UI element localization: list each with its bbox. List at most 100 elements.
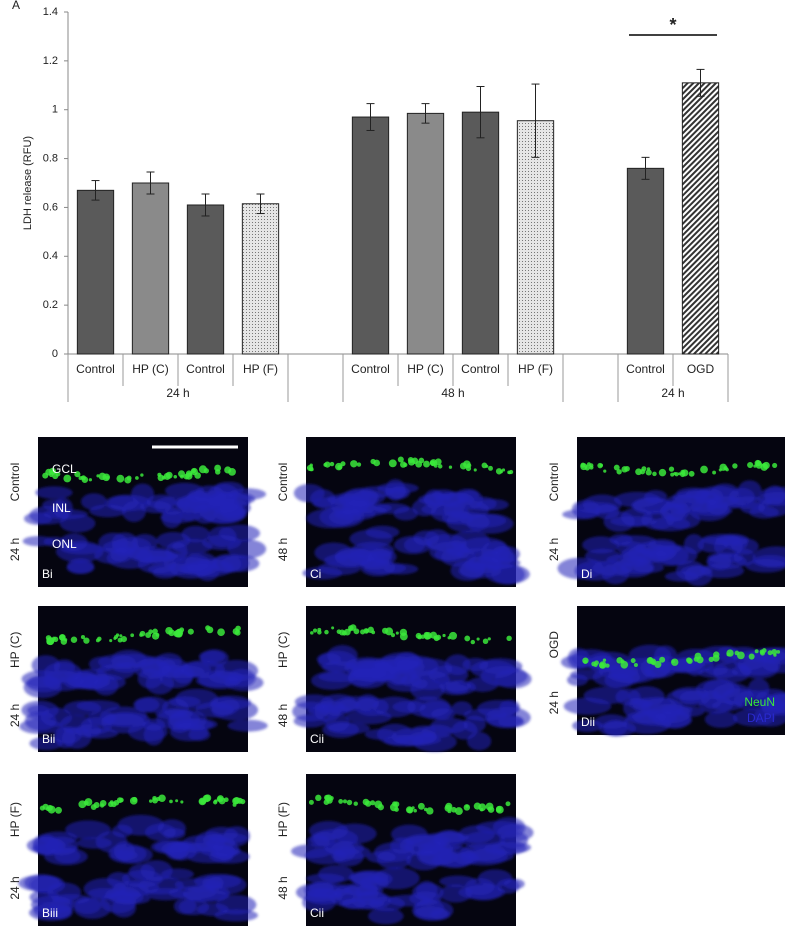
neun-cell: [767, 650, 773, 656]
neun-cell: [582, 657, 589, 664]
neun-cell: [113, 636, 117, 640]
nucleus: [209, 495, 240, 513]
treatment-label: Control: [276, 463, 290, 502]
neun-cell: [55, 806, 62, 814]
nucleus: [313, 828, 359, 849]
micrograph: [22, 437, 267, 587]
neun-cell: [323, 462, 328, 467]
neun-cell: [442, 633, 446, 638]
error-bar: [366, 103, 375, 131]
nucleus: [22, 536, 54, 547]
x-tick-label: HP (F): [243, 362, 278, 376]
nucleus: [318, 865, 354, 883]
panel-id: Bii: [42, 732, 55, 746]
y-tick-label: 0.2: [43, 299, 58, 311]
nucleus: [377, 482, 419, 494]
dapi-layer: [22, 481, 267, 581]
nucleus: [762, 658, 785, 674]
neun-cell: [747, 461, 754, 469]
neun-cell: [126, 475, 132, 481]
neun-cell: [678, 472, 682, 476]
neun-cell: [59, 634, 66, 641]
neun-cell: [151, 632, 160, 640]
x-tick-label: Control: [76, 362, 115, 376]
neun-cell: [417, 802, 425, 810]
neun-cell: [317, 627, 322, 632]
neun-cell: [341, 630, 347, 636]
neun-cell: [74, 471, 81, 478]
nucleus: [740, 501, 766, 514]
y-tick-label: 1.2: [43, 55, 58, 67]
nucleus: [83, 878, 127, 900]
micrograph: [293, 437, 530, 587]
time-label: 24 h: [8, 538, 22, 561]
neun-cell: [340, 461, 346, 467]
neun-cell: [723, 466, 728, 471]
nucleus: [329, 889, 356, 906]
neun-cell: [734, 650, 740, 656]
neun-cell: [426, 807, 434, 815]
neun-cell: [342, 799, 348, 804]
nucleus: [291, 844, 333, 859]
nucleus: [439, 875, 477, 888]
neun-cell: [90, 804, 97, 811]
neun-cell: [748, 653, 755, 660]
nucleus: [494, 669, 532, 689]
neun-cell: [169, 799, 173, 804]
neun-cell: [423, 807, 428, 812]
neun-cell: [481, 462, 488, 469]
bar: [681, 82, 720, 355]
bar: [76, 189, 115, 355]
nucleus: [80, 493, 107, 511]
neun-cell: [337, 464, 343, 470]
x-tick-label: HP (C): [132, 362, 168, 376]
nucleus: [406, 850, 442, 871]
neun-cell: [360, 629, 366, 635]
nucleus: [167, 842, 197, 861]
neun-cell: [312, 628, 318, 633]
nucleus: [755, 688, 785, 710]
neun-cell: [175, 799, 179, 803]
neun-cell: [158, 794, 166, 803]
neun-cell: [454, 807, 463, 816]
neun-cell: [712, 654, 720, 662]
micrograph: [291, 774, 534, 926]
nucleus: [351, 870, 393, 888]
neun-cell: [613, 464, 620, 471]
layer-label: GCL: [52, 462, 77, 476]
nucleus: [316, 653, 342, 666]
error-bar: [146, 171, 155, 195]
panel-id: Di: [581, 567, 592, 581]
x-tick-label: OGD: [687, 362, 715, 376]
neun-cell: [119, 634, 123, 638]
neun-cell: [309, 463, 313, 467]
neun-cell: [620, 660, 629, 669]
neun-cell: [450, 806, 457, 813]
neun-cell: [654, 660, 662, 669]
nucleus: [557, 557, 604, 580]
nucleus: [450, 560, 485, 581]
neun-cell: [772, 462, 778, 468]
nucleus: [393, 535, 433, 555]
nucleus: [440, 683, 469, 696]
neun-cell: [505, 801, 511, 807]
neun-cell: [700, 465, 708, 474]
error-bar: [201, 193, 210, 217]
time-label: 24 h: [8, 876, 22, 899]
neun-cell: [97, 636, 102, 642]
nucleus: [138, 876, 184, 895]
neun-cell: [329, 796, 334, 801]
y-tick-label: 0.4: [43, 250, 58, 262]
nucleus: [76, 837, 112, 849]
dapi-layer: [18, 814, 259, 922]
neun-cell: [118, 797, 124, 803]
neun-cell: [190, 467, 198, 476]
neun-cell: [338, 799, 344, 804]
neun-cell: [325, 794, 333, 802]
neun-cell: [630, 658, 636, 664]
x-tick-label: HP (F): [518, 362, 553, 376]
nucleus: [383, 563, 419, 575]
y-tick-label: 1: [52, 104, 58, 116]
neun-cell: [668, 466, 675, 472]
treatment-label: HP (C): [8, 632, 22, 668]
